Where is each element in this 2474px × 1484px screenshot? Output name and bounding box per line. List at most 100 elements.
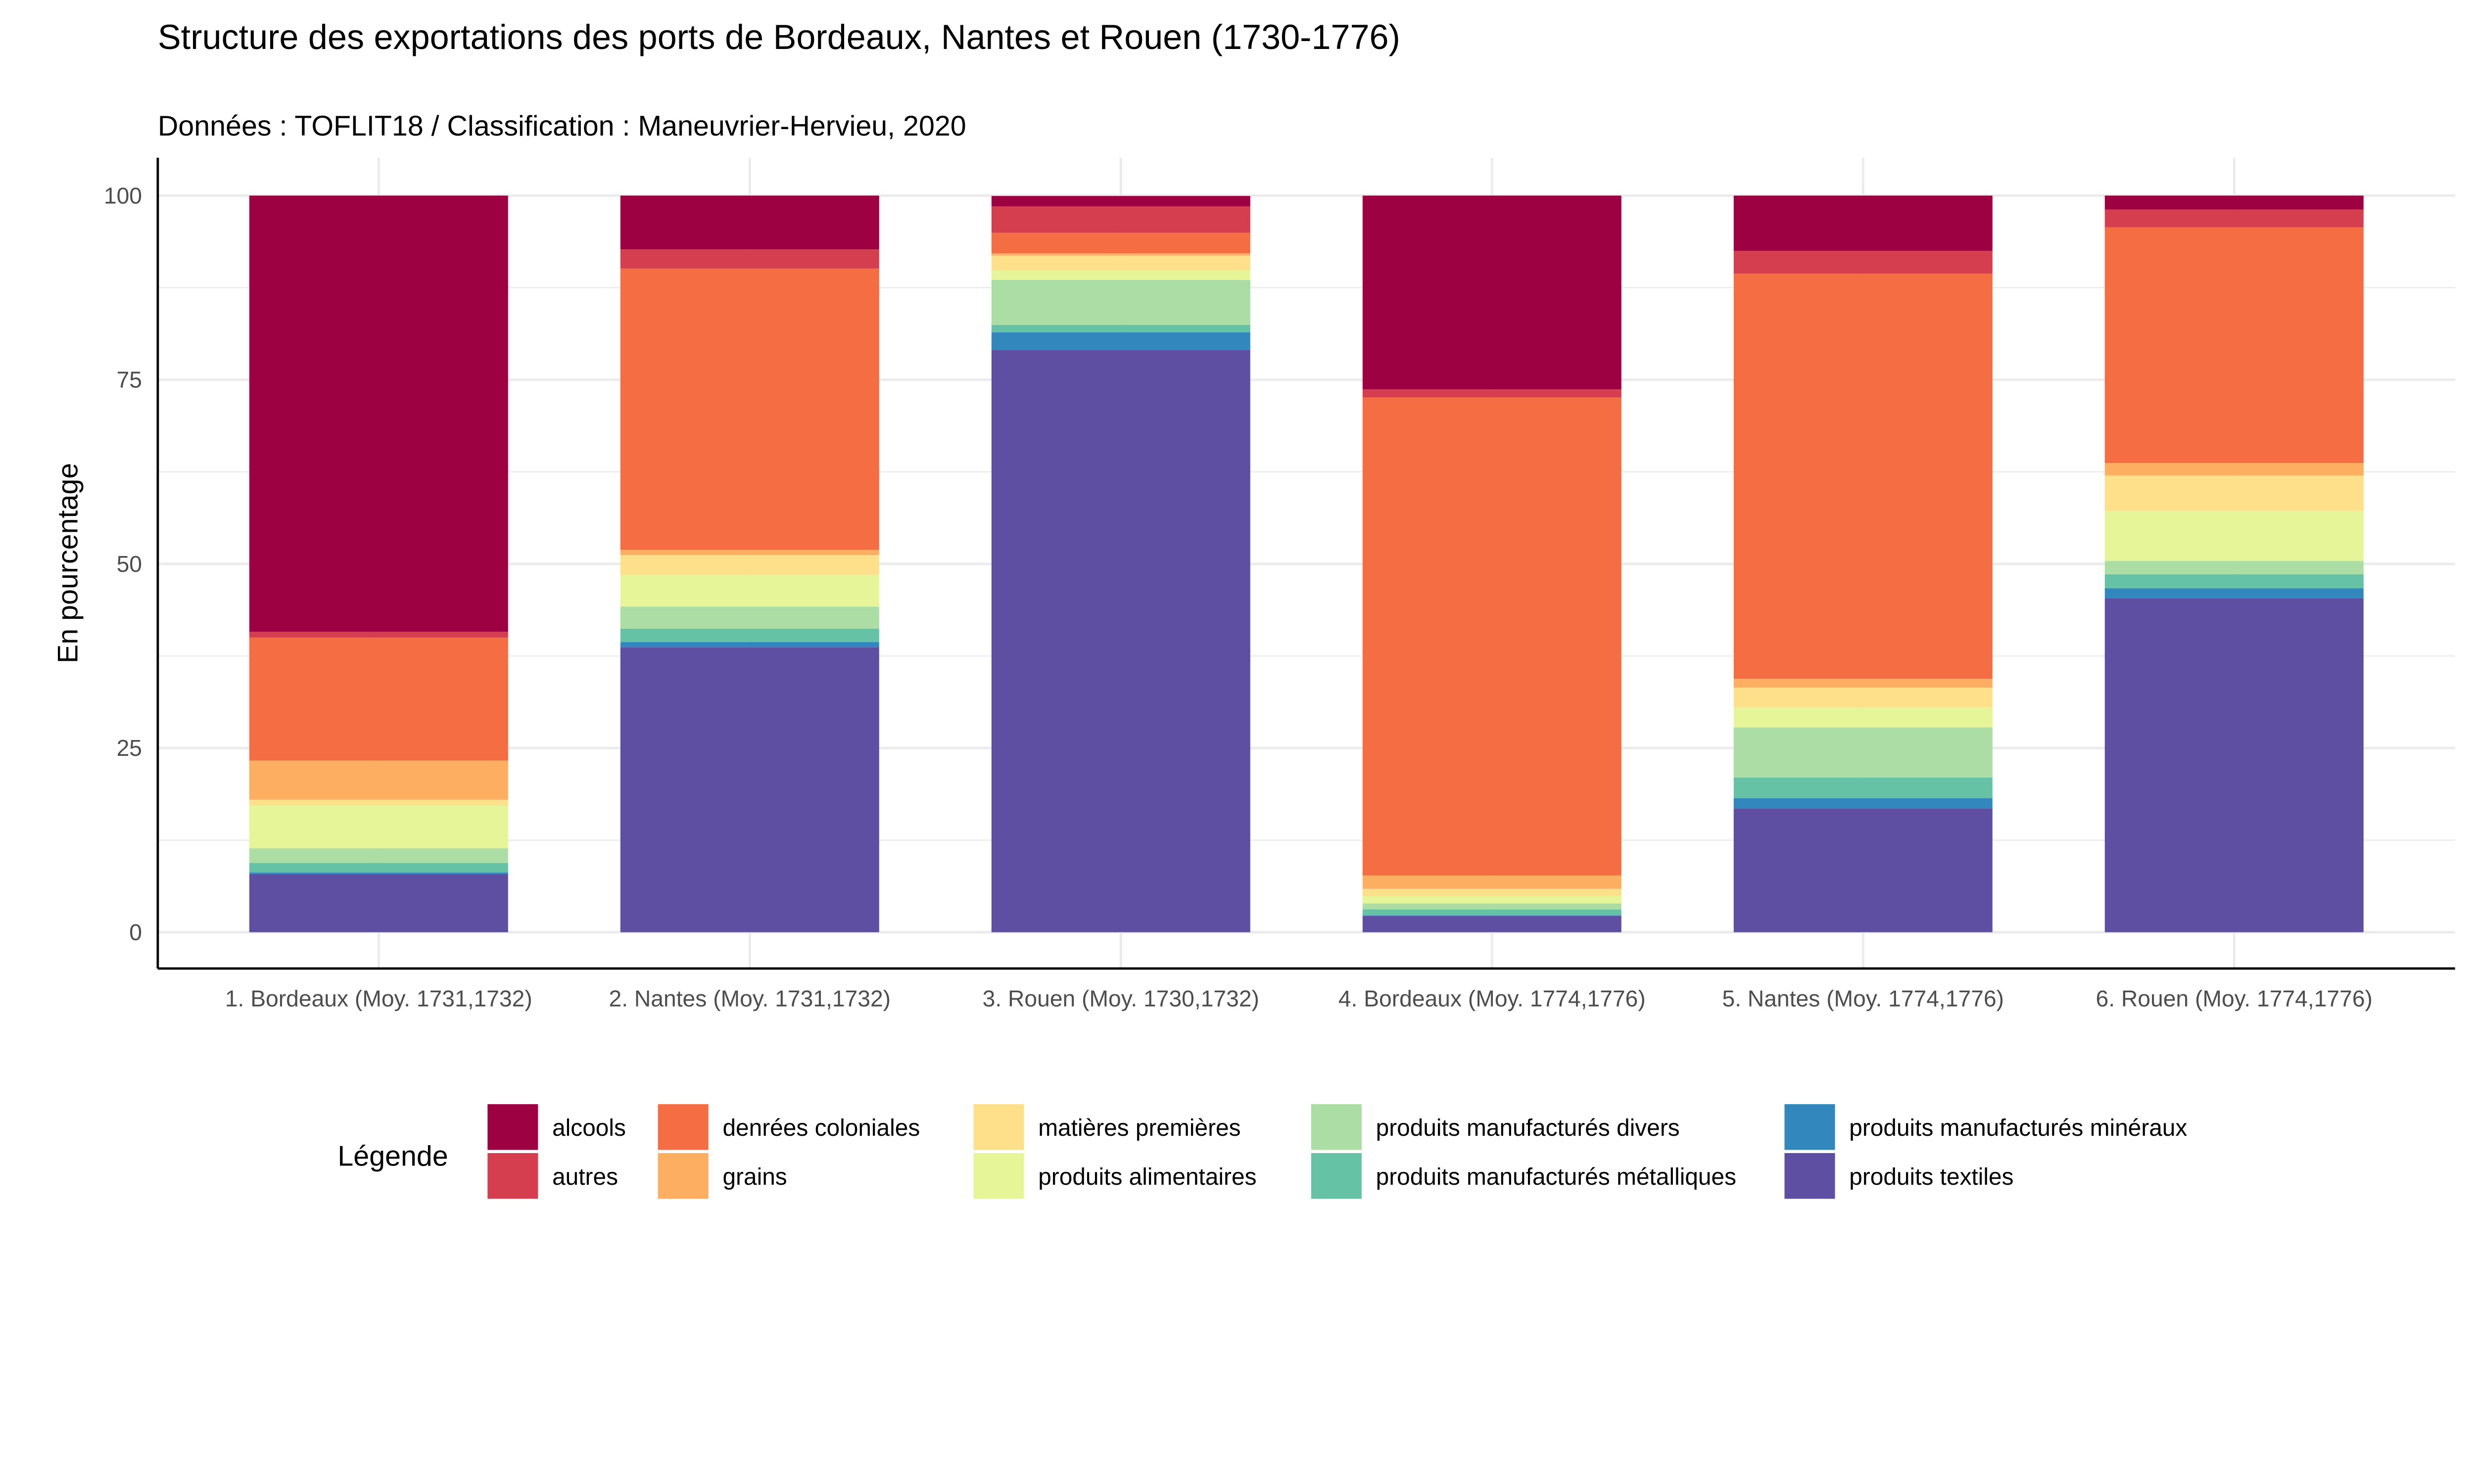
bar-segment (991, 232, 1250, 254)
bar-segment (249, 799, 508, 806)
bar-segment (620, 647, 879, 932)
legend-label: produits textiles (1849, 1164, 2013, 1190)
bar-segment (249, 195, 508, 632)
bar-segment (1362, 896, 1621, 904)
legend-item: produits alimentaires (973, 1153, 1257, 1199)
bar-segment (1733, 727, 1993, 778)
bar-segment (620, 550, 879, 556)
bar-segment (2104, 510, 2364, 561)
legend-item: alcools (487, 1104, 626, 1150)
legend-label: matières premières (1038, 1115, 1240, 1141)
bar-segment (991, 332, 1250, 350)
bar-stack (620, 195, 879, 932)
bar-segment (2104, 598, 2364, 932)
bar-segment (249, 872, 508, 874)
legend-key (487, 1104, 538, 1150)
stacked-bar-chart: Structure des exportations des ports de … (52, 17, 2455, 1199)
x-tick-label: 5. Nantes (Moy. 1774,1776) (1722, 985, 2004, 1011)
legend-key (658, 1104, 709, 1150)
bar-segment (991, 196, 1250, 207)
y-tick-label: 25 (117, 735, 142, 761)
bar-segment (249, 863, 508, 873)
bar-segment (1733, 679, 1993, 688)
bar-segment (991, 206, 1250, 233)
bar-segment (1362, 909, 1621, 916)
bar-segment (2104, 463, 2364, 476)
bar-segment (620, 606, 879, 629)
bar-stack (1362, 195, 1621, 932)
bar-segment (2104, 209, 2364, 228)
y-axis-ticks: 0 25 50 75 100 (104, 183, 142, 945)
bar-segment (991, 253, 1250, 256)
bar-segment (1362, 888, 1621, 896)
x-tick-label: 1. Bordeaux (Moy. 1731,1732) (225, 985, 532, 1011)
legend-label: produits manufacturés métalliques (1376, 1164, 1736, 1190)
bar-segment (991, 270, 1250, 280)
bar-segment (620, 249, 879, 269)
legend-key (1311, 1153, 1362, 1199)
legend-label: produits alimentaires (1038, 1164, 1256, 1190)
bar-segment (1733, 777, 1993, 798)
legend-item: matières premières (973, 1104, 1241, 1150)
bar-segment (991, 279, 1250, 325)
legend-key (1311, 1104, 1362, 1150)
y-axis-label: En pourcentage (52, 463, 84, 663)
legend-label: produits manufacturés divers (1376, 1115, 1680, 1141)
bar-segment (620, 575, 879, 607)
bar-segment (2104, 588, 2364, 599)
legend-title: Légende (337, 1141, 448, 1172)
y-tick-label: 50 (117, 551, 142, 577)
x-tick-label: 3. Rouen (Moy. 1730,1732) (983, 985, 1259, 1011)
bar-segment (1733, 707, 1993, 728)
legend-key (973, 1104, 1024, 1150)
bar-segment (2104, 561, 2364, 574)
bar-segment (1362, 195, 1621, 390)
bar-segment (2104, 475, 2364, 511)
bar-segment (620, 642, 879, 648)
bar-segment (620, 555, 879, 575)
legend-label: grains (722, 1164, 787, 1190)
bar-segment (991, 255, 1250, 271)
chart-title: Structure des exportations des ports de … (158, 17, 1400, 56)
bar-stack (1733, 195, 1993, 932)
bar-segment (1362, 389, 1621, 398)
x-tick-label: 2. Nantes (Moy. 1731,1732) (609, 985, 891, 1011)
bar-segment (1733, 798, 1993, 809)
x-tick-label: 4. Bordeaux (Moy. 1774,1776) (1338, 985, 1646, 1011)
bar-segment (1733, 274, 1993, 679)
legend-item: produits manufacturés minéraux (1784, 1104, 2188, 1150)
y-tick-label: 75 (117, 367, 142, 393)
legend-key (658, 1153, 709, 1199)
bar-segment (1733, 251, 1993, 274)
bar-segment (1362, 915, 1621, 916)
bar-segment (991, 350, 1250, 932)
legend: Légende alcools autres denrées coloniales g… (337, 1104, 2188, 1199)
bar-segment (2104, 227, 2364, 463)
bar-segment (991, 325, 1250, 332)
bar-segment (1733, 808, 1993, 932)
legend-item: produits manufacturés métalliques (1311, 1153, 1736, 1199)
bar-segment (1733, 195, 1993, 251)
bar-segment (620, 629, 879, 642)
chart-subtitle: Données : TOFLIT18 / Classification : Ma… (158, 110, 966, 142)
bars (249, 195, 2364, 932)
bar-segment (1362, 397, 1621, 876)
y-tick-label: 0 (129, 920, 142, 945)
legend-label: denrées coloniales (722, 1115, 920, 1141)
bar-segment (249, 637, 508, 761)
bar-stack (991, 196, 1250, 932)
bar-stack (249, 195, 508, 932)
bar-segment (1362, 875, 1621, 889)
legend-item: produits textiles (1784, 1153, 2014, 1199)
legend-item: denrées coloniales (658, 1104, 920, 1150)
bar-segment (249, 848, 508, 863)
legend-key (487, 1153, 538, 1199)
y-tick-label: 100 (104, 183, 142, 208)
bar-segment (620, 195, 879, 250)
bar-segment (1733, 688, 1993, 708)
legend-label: alcools (552, 1115, 626, 1141)
x-axis-ticks: 1. Bordeaux (Moy. 1731,1732) 2. Nantes (M… (225, 985, 2373, 1011)
legend-key (973, 1153, 1024, 1199)
legend-item: grains (658, 1153, 787, 1199)
legend-label: autres (552, 1164, 618, 1190)
